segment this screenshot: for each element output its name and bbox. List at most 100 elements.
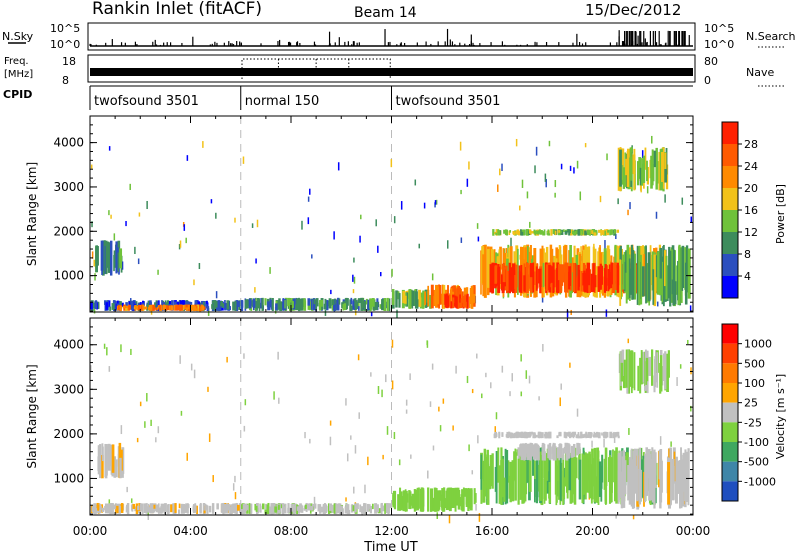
data-region-stroke [536, 230, 540, 235]
data-region-stroke [450, 301, 453, 309]
data-region-stroke [213, 300, 216, 311]
nsky-panel-frame [87, 22, 696, 51]
data-region-stroke [533, 271, 536, 285]
data-region-stroke [682, 452, 685, 492]
data-region-stroke [271, 297, 274, 312]
data-region-stroke [465, 494, 469, 507]
data-region-stroke [439, 284, 442, 305]
scatter-speckle [242, 156, 245, 164]
scatter-speckle [495, 412, 498, 420]
data-region-stroke [684, 449, 687, 506]
data-region-stroke [154, 302, 156, 309]
data-region-stroke [564, 262, 567, 276]
data-region-stroke [313, 298, 316, 305]
scatter-speckle [207, 386, 209, 392]
data-region-stroke [488, 466, 492, 490]
data-region-stroke [525, 442, 527, 457]
data-region-stroke [152, 503, 155, 514]
data-region-stroke [558, 230, 561, 233]
scatter-speckle [352, 274, 354, 282]
data-region-stroke [665, 255, 668, 300]
cpid-mode-label: twofsound 3501 [396, 94, 501, 109]
data-region-stroke [202, 504, 205, 511]
data-region-stroke [371, 503, 374, 510]
scatter-speckle [436, 512, 439, 519]
data-region-stroke [132, 503, 136, 509]
data-region-stroke [97, 504, 100, 510]
data-region-stroke [157, 503, 160, 514]
data-region-stroke [645, 363, 648, 380]
data-region-stroke [269, 506, 272, 512]
data-region-stroke [435, 285, 438, 297]
data-region-stroke [445, 490, 449, 511]
scatter-speckle [409, 373, 411, 381]
data-region-stroke [570, 272, 574, 294]
data-region-stroke [675, 456, 678, 504]
data-region-stroke [456, 487, 459, 506]
data-region-stroke [147, 507, 151, 513]
data-region-stroke [518, 265, 521, 291]
scatter-speckle [545, 179, 547, 188]
data-region-stroke [616, 229, 620, 233]
data-region-stroke [491, 264, 495, 285]
scatter-speckle [499, 168, 501, 176]
data-region-stroke [127, 508, 130, 514]
y-tick-label: 3000 [53, 382, 84, 396]
data-region-stroke [288, 297, 292, 311]
data-region-stroke [472, 293, 476, 303]
data-region-stroke [257, 298, 260, 305]
x-tick-label: 00:00 [73, 524, 108, 538]
scatter-speckle [352, 289, 355, 294]
data-region-stroke [589, 464, 592, 497]
data-region-stroke [591, 263, 594, 284]
data-region-stroke [545, 453, 549, 481]
scatter-speckle [178, 243, 181, 250]
data-region-stroke [648, 356, 652, 376]
data-region-stroke [656, 352, 659, 388]
data-region-stroke [674, 281, 677, 305]
scatter-speckle [448, 514, 451, 524]
scatter-speckle [516, 449, 518, 456]
colorbar-tick-label: 25 [744, 397, 758, 410]
data-region-stroke [667, 350, 670, 378]
data-region-stroke [156, 306, 159, 310]
scatter-speckle [190, 363, 193, 371]
data-region-stroke [211, 503, 215, 514]
data-region-stroke [585, 453, 589, 493]
data-region-stroke [222, 303, 226, 308]
data-region-stroke [604, 469, 607, 501]
data-region-stroke [416, 487, 419, 511]
y-axis-label: Slant Range [km] [25, 364, 39, 468]
data-region-stroke [240, 509, 244, 515]
scatter-speckle [519, 205, 521, 211]
data-region-stroke [381, 505, 385, 512]
data-region-stroke [125, 302, 128, 308]
data-region-stroke [292, 298, 296, 310]
data-region-stroke [613, 433, 615, 438]
data-region-stroke [357, 298, 360, 309]
data-region-stroke [587, 431, 590, 438]
data-region-stroke [642, 155, 646, 183]
data-region-stroke [416, 291, 418, 303]
scatter-speckle [91, 251, 94, 259]
data-region-stroke [647, 448, 651, 479]
data-region-stroke [619, 259, 622, 306]
data-region-stroke [418, 289, 421, 307]
data-region-stroke [248, 503, 251, 514]
data-region-stroke [599, 263, 602, 290]
y-tick-label: 1000 [53, 471, 84, 485]
scatter-speckle [138, 212, 141, 217]
data-region-stroke [425, 290, 427, 308]
scatter-speckle [471, 470, 474, 475]
data-region-stroke [531, 231, 534, 234]
scatter-speckle [435, 199, 438, 205]
data-region-stroke [508, 475, 511, 499]
data-region-stroke [385, 503, 388, 514]
data-region-stroke [608, 264, 611, 290]
data-region-stroke [492, 229, 495, 236]
data-region-stroke [297, 504, 301, 514]
scatter-speckle [359, 235, 361, 243]
data-region-stroke [115, 241, 118, 274]
data-region-stroke [430, 284, 434, 309]
data-region-stroke [303, 298, 306, 309]
